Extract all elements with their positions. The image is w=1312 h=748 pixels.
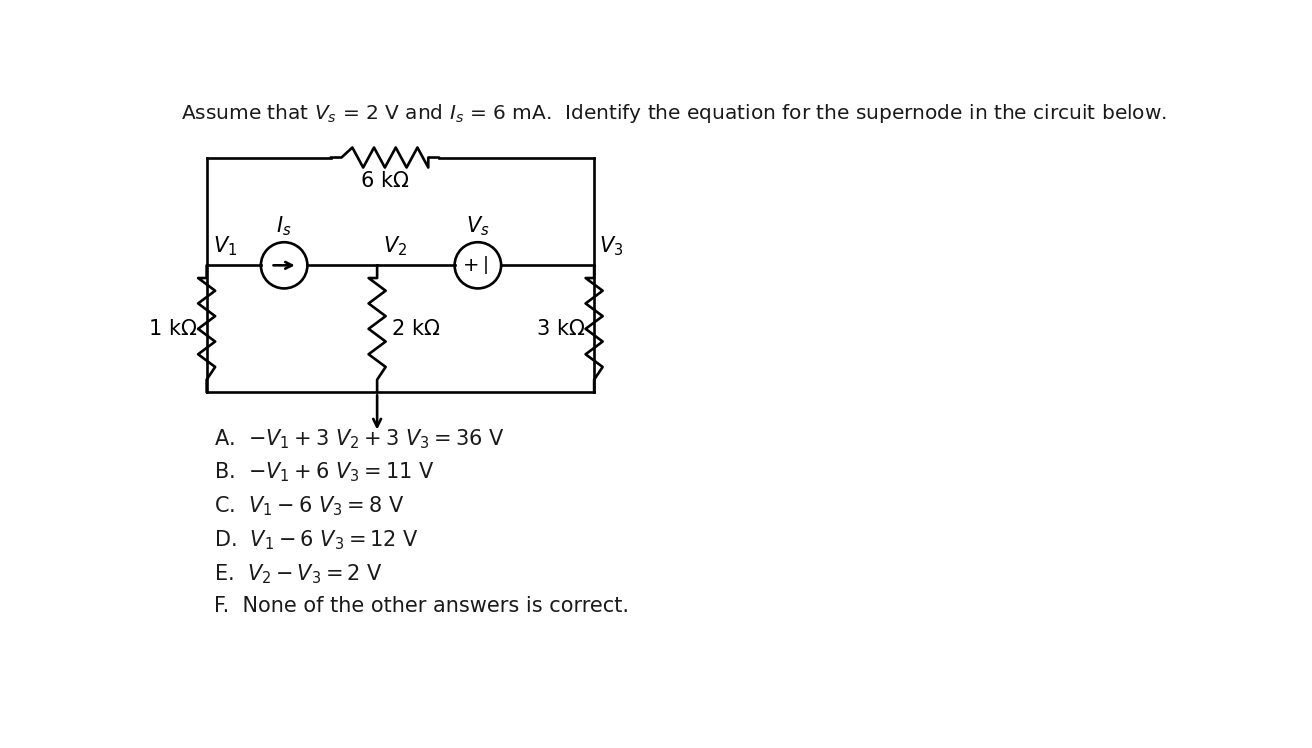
Text: E.  $V_2 - V_3 = 2\ \mathrm{V}$: E. $V_2 - V_3 = 2\ \mathrm{V}$ xyxy=(214,562,383,586)
Text: +: + xyxy=(463,256,479,275)
Text: $2\ \mathrm{k\Omega}$: $2\ \mathrm{k\Omega}$ xyxy=(391,319,441,339)
Text: $1\ \mathrm{k\Omega}$: $1\ \mathrm{k\Omega}$ xyxy=(148,319,197,339)
Text: F.  None of the other answers is correct.: F. None of the other answers is correct. xyxy=(214,596,630,616)
Text: $I_s$: $I_s$ xyxy=(277,214,291,238)
Text: $V_1$: $V_1$ xyxy=(213,234,237,257)
Text: C.  $V_1 - 6\ V_3 = 8\ \mathrm{V}$: C. $V_1 - 6\ V_3 = 8\ \mathrm{V}$ xyxy=(214,494,404,518)
Text: $V_3$: $V_3$ xyxy=(598,234,623,257)
Text: $6\ \mathrm{k\Omega}$: $6\ \mathrm{k\Omega}$ xyxy=(361,171,409,191)
Text: $V_s$: $V_s$ xyxy=(466,214,489,238)
Text: Assume that $V_s$ = 2 V and $I_s$ = 6 mA.  Identify the equation for the superno: Assume that $V_s$ = 2 V and $I_s$ = 6 mA… xyxy=(181,102,1168,125)
Text: $V_2$: $V_2$ xyxy=(383,234,408,257)
Text: |: | xyxy=(483,257,488,275)
Text: $3\ \mathrm{k\Omega}$: $3\ \mathrm{k\Omega}$ xyxy=(535,319,585,339)
Text: D.  $V_1 - 6\ V_3 = 12\ \mathrm{V}$: D. $V_1 - 6\ V_3 = 12\ \mathrm{V}$ xyxy=(214,529,420,552)
Text: A.  $-V_1 + 3\ V_2 + 3\ V_3 = 36\ \mathrm{V}$: A. $-V_1 + 3\ V_2 + 3\ V_3 = 36\ \mathrm… xyxy=(214,427,505,450)
Text: B.  $-V_1 + 6\ V_3 = 11\ \mathrm{V}$: B. $-V_1 + 6\ V_3 = 11\ \mathrm{V}$ xyxy=(214,461,436,485)
